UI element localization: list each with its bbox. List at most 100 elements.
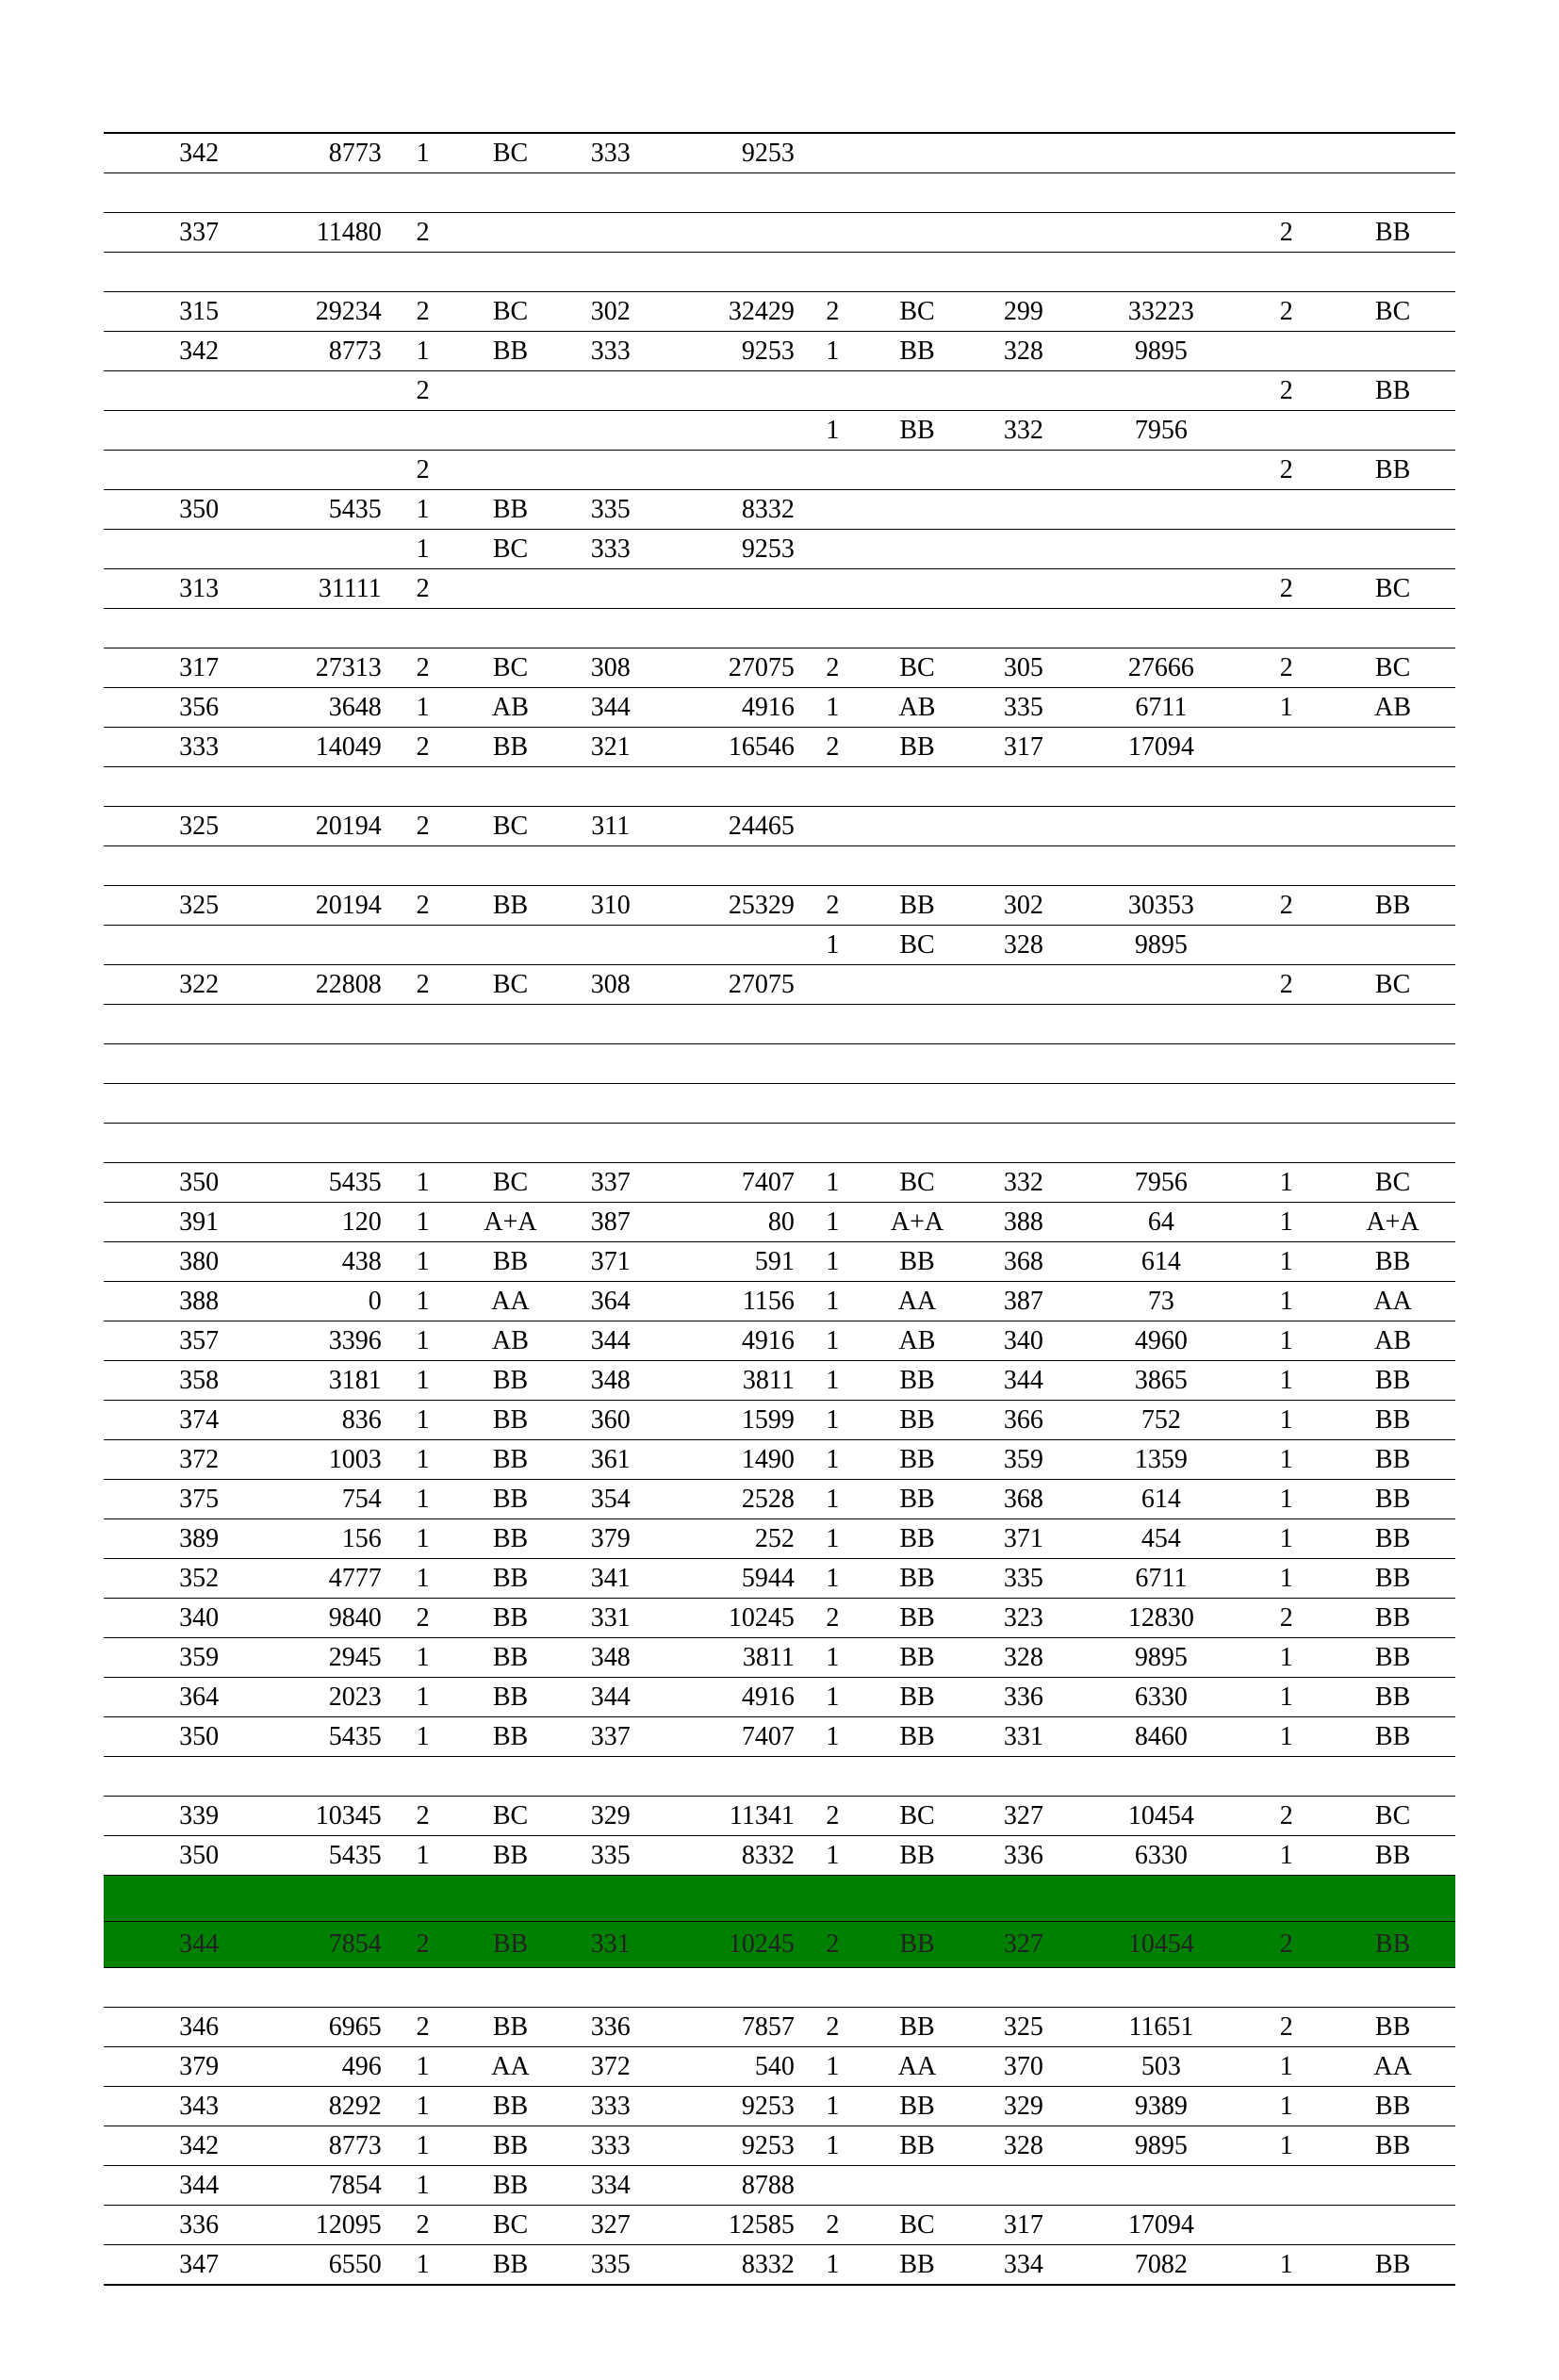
table-cell — [661, 411, 798, 451]
table-cell: 2 — [798, 648, 867, 688]
table-cell — [867, 530, 967, 569]
table-cell: 496 — [222, 2047, 386, 2087]
table-cell: 1490 — [661, 1440, 798, 1480]
table-cell: 438 — [222, 1242, 386, 1282]
table-cell — [661, 609, 798, 648]
table-cell: BB — [460, 2166, 560, 2206]
table-row: 336120952BC327125852BC31717094 — [104, 2206, 1455, 2245]
table-cell: BB — [867, 1717, 967, 1757]
table-cell — [967, 213, 1080, 253]
table-cell — [1330, 1005, 1455, 1044]
table-cell — [1080, 451, 1243, 490]
table-cell — [798, 173, 867, 213]
table-cell: 1 — [386, 1361, 461, 1401]
table-row: 325201942BC31124465 — [104, 807, 1455, 846]
table-cell: 328 — [967, 926, 1080, 965]
table-row — [104, 1084, 1455, 1124]
table-cell — [561, 253, 661, 292]
table-cell — [1242, 530, 1330, 569]
table-cell: 6711 — [1080, 1559, 1243, 1599]
table-cell: 1 — [798, 1717, 867, 1757]
table-cell: 1 — [798, 688, 867, 728]
table-cell: BC — [867, 926, 967, 965]
table-cell: BB — [1330, 1638, 1455, 1678]
table-cell — [1242, 1876, 1330, 1922]
table-cell: 1 — [1242, 2126, 1330, 2166]
table-cell: BB — [1330, 2008, 1455, 2047]
table-cell — [798, 965, 867, 1005]
table-cell: BB — [460, 2245, 560, 2286]
table-cell: 2 — [386, 648, 461, 688]
table-row: 35054351BB33583321BB33663301BB — [104, 1836, 1455, 1876]
table-cell: BB — [867, 1559, 967, 1599]
table-cell — [967, 965, 1080, 1005]
table-cell: 325 — [967, 2008, 1080, 2047]
table-cell — [1242, 2206, 1330, 2245]
table-cell — [386, 1124, 461, 1163]
table-cell: A+A — [460, 1203, 560, 1242]
table-cell — [1242, 411, 1330, 451]
table-cell: BB — [460, 332, 560, 371]
table-cell: BB — [1330, 1678, 1455, 1717]
table-cell — [561, 1876, 661, 1922]
table-cell: 7854 — [222, 2166, 386, 2206]
table-cell: BB — [867, 332, 967, 371]
table-cell: BB — [460, 1401, 560, 1440]
table-cell: BC — [460, 530, 560, 569]
table-cell: 14049 — [222, 728, 386, 767]
table-cell: BC — [867, 1163, 967, 1203]
table-cell: 156 — [222, 1519, 386, 1559]
table-cell: 333 — [561, 2126, 661, 2166]
table-cell: 336 — [561, 2008, 661, 2047]
table-row: 315292342BC302324292BC299332232BC — [104, 292, 1455, 332]
table-cell: BB — [460, 1559, 560, 1599]
table-cell: 1 — [1242, 1361, 1330, 1401]
table-cell: 1 — [1242, 2245, 1330, 2286]
table-cell: 1 — [386, 2126, 461, 2166]
table-row — [104, 1044, 1455, 1084]
table-cell: 4916 — [661, 688, 798, 728]
table-cell — [1330, 728, 1455, 767]
table-cell: 331 — [561, 1922, 661, 1968]
table-cell: 22808 — [222, 965, 386, 1005]
table-cell: AB — [1330, 1321, 1455, 1361]
table-cell: 361 — [561, 1440, 661, 1480]
table-row: 3891561BB3792521BB3714541BB — [104, 1519, 1455, 1559]
table-cell: 1 — [798, 2047, 867, 2087]
table-cell: 9895 — [1080, 332, 1243, 371]
table-cell: 388 — [104, 1282, 222, 1321]
table-cell: 9895 — [1080, 926, 1243, 965]
table-cell: 354 — [561, 1480, 661, 1519]
table-cell: 308 — [561, 648, 661, 688]
table-cell: BB — [1330, 2126, 1455, 2166]
table-cell: 4916 — [661, 1321, 798, 1361]
table-cell — [104, 1757, 222, 1797]
table-cell: 8788 — [661, 2166, 798, 2206]
table-cell: AB — [460, 688, 560, 728]
table-cell: BC — [460, 1797, 560, 1836]
table-cell: 334 — [561, 2166, 661, 2206]
table-cell — [1080, 846, 1243, 886]
table-cell: 6965 — [222, 2008, 386, 2047]
table-cell: 3648 — [222, 688, 386, 728]
table-cell — [561, 173, 661, 213]
table-cell: 329 — [561, 1797, 661, 1836]
table-cell — [967, 1968, 1080, 2008]
table-cell — [1242, 807, 1330, 846]
table-cell: 3865 — [1080, 1361, 1243, 1401]
table-cell — [867, 846, 967, 886]
table-row: 38801AA36411561AA387731AA — [104, 1282, 1455, 1321]
table-cell: 1 — [798, 332, 867, 371]
table-cell: 8292 — [222, 2087, 386, 2126]
table-cell: 1 — [798, 1242, 867, 1282]
table-cell: 7857 — [661, 2008, 798, 2047]
table-cell — [104, 411, 222, 451]
table-cell — [798, 1044, 867, 1084]
table-cell: 1 — [386, 490, 461, 530]
table-cell — [661, 253, 798, 292]
table-cell — [1242, 173, 1330, 213]
table-cell — [460, 1876, 560, 1922]
table-cell: 371 — [967, 1519, 1080, 1559]
table-row: 1BB3327956 — [104, 411, 1455, 451]
table-cell: BB — [867, 1519, 967, 1559]
